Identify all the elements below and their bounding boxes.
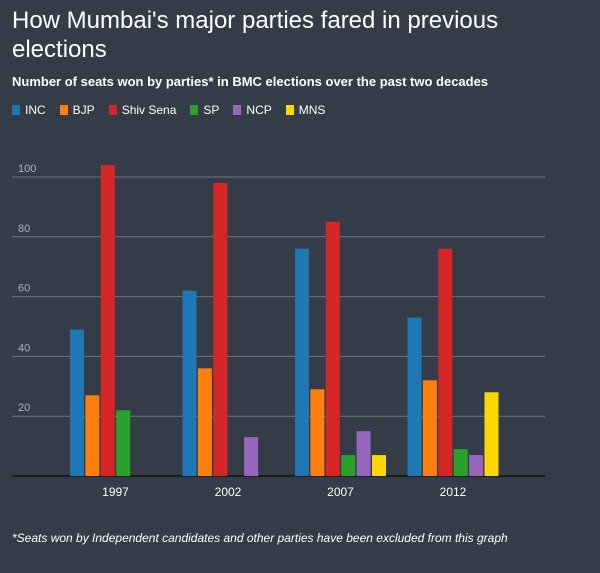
bar-inc-2007 — [295, 248, 309, 476]
y-tick-label: 40 — [18, 342, 30, 354]
y-tick-label: 60 — [18, 283, 30, 295]
bar-bjp-1997 — [85, 395, 100, 476]
legend-label: BJP — [72, 103, 95, 117]
legend: INC BJP Shiv Sena SP NCP MNS — [12, 103, 339, 117]
legend-swatch — [59, 105, 68, 115]
legend-label: NCP — [246, 103, 272, 117]
legend-item-mns: MNS — [285, 103, 326, 117]
bar-sp-2007 — [341, 455, 356, 476]
bar-sp-2012 — [453, 449, 468, 476]
bar-bjp-2007 — [310, 389, 325, 476]
bar-shiv-sena-2012 — [438, 248, 453, 476]
y-tick-label: 20 — [18, 402, 30, 414]
bar-mns-2007 — [372, 455, 386, 476]
bar-ncp-2002 — [244, 437, 259, 476]
bar-ncp-2007 — [356, 431, 371, 476]
chart-subtitle: Number of seats won by parties* in BMC e… — [12, 74, 489, 89]
bar-bjp-2002 — [197, 368, 212, 476]
legend-swatch — [12, 105, 20, 115]
bar-inc-2012 — [407, 317, 422, 476]
footnote: *Seats won by Independent candidates and… — [12, 531, 508, 545]
legend-item-ncp: NCP — [233, 103, 272, 117]
legend-label: INC — [25, 103, 46, 117]
x-tick-label: 1997 — [102, 485, 129, 499]
legend-item-shiv-sena: Shiv Sena — [108, 103, 177, 117]
x-tick-label: 2002 — [215, 485, 242, 499]
bar-inc-1997 — [70, 329, 84, 476]
bar-shiv-sena-1997 — [100, 165, 115, 477]
legend-item-sp: SP — [190, 103, 219, 117]
bar-inc-2002 — [182, 290, 197, 476]
legend-swatch — [233, 105, 242, 115]
legend-swatch — [108, 105, 117, 115]
legend-label: Shiv Sena — [121, 103, 177, 117]
bar-bjp-2012 — [422, 380, 437, 476]
bar-shiv-sena-2007 — [325, 221, 340, 476]
legend-swatch — [285, 105, 294, 115]
bar-shiv-sena-2002 — [213, 182, 228, 477]
bar-sp-1997 — [116, 410, 131, 476]
legend-label: MNS — [298, 103, 326, 117]
legend-label: SP — [203, 103, 220, 117]
chart-title: How Mumbai's major parties fared in prev… — [12, 7, 499, 63]
legend-item-bjp: BJP — [59, 103, 95, 117]
bar-mns-2012 — [484, 392, 499, 476]
x-tick-label: 2012 — [440, 485, 467, 499]
y-tick-label: 100 — [18, 163, 36, 175]
legend-item-inc: INC — [12, 103, 46, 117]
x-tick-label: 2007 — [327, 485, 354, 499]
bar-ncp-2012 — [469, 455, 484, 476]
y-tick-label: 80 — [18, 223, 30, 235]
legend-swatch — [190, 105, 199, 115]
